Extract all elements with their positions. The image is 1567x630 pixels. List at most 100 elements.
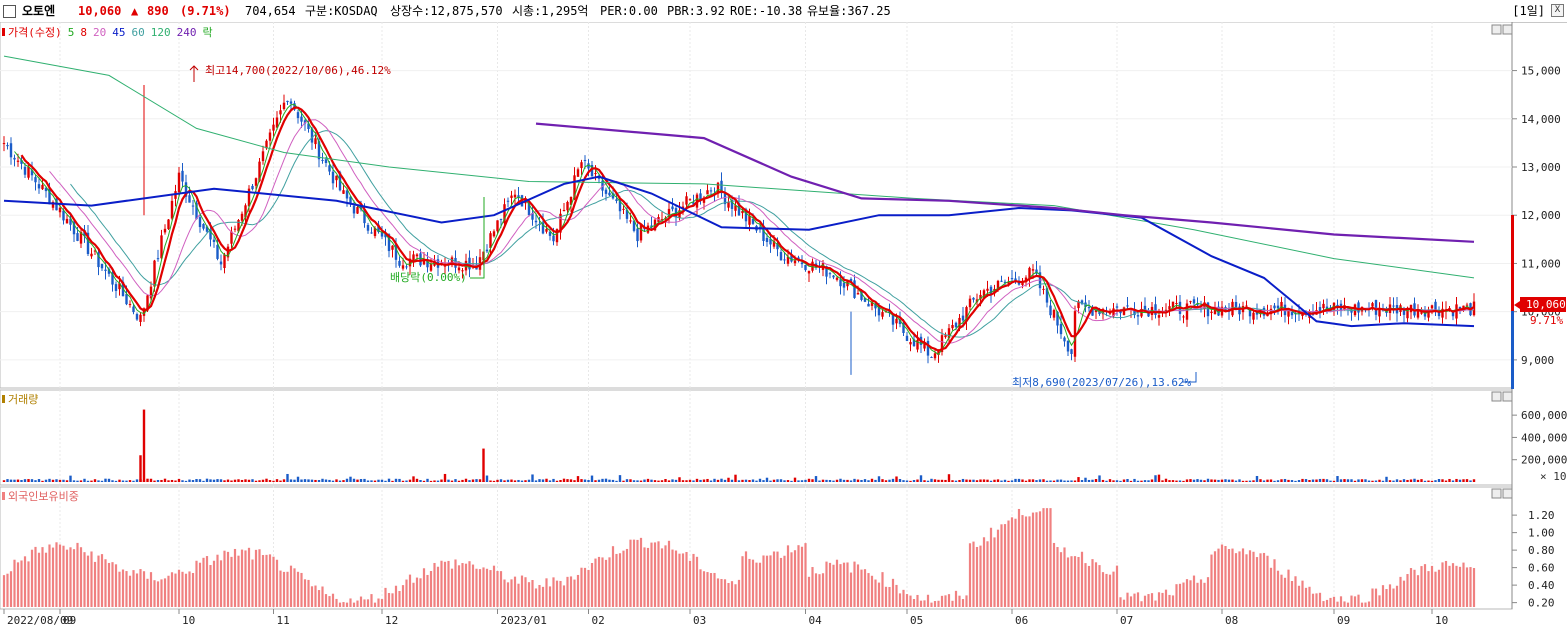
foreign-bar bbox=[258, 549, 261, 607]
foreign-bar bbox=[737, 579, 741, 607]
candle-body bbox=[1192, 299, 1196, 304]
period-selector[interactable]: [1일] bbox=[1512, 4, 1545, 18]
candle-body bbox=[874, 303, 877, 309]
volume-bar bbox=[100, 480, 104, 482]
stock-chart[interactable]: 가격(수정) 5 8 20 45 60 120 240 락 거래량 외국인보유비중 최고14,7… bbox=[0, 22, 1567, 630]
foreign-bar bbox=[202, 557, 205, 607]
foreign-bar bbox=[1413, 569, 1416, 607]
volume-bar bbox=[853, 478, 856, 482]
close-button[interactable]: X bbox=[1551, 4, 1564, 17]
volume-bar bbox=[503, 480, 506, 482]
volume-bar bbox=[1147, 480, 1150, 482]
candle-body bbox=[118, 283, 121, 290]
candle-body bbox=[531, 213, 534, 220]
foreign-bar bbox=[1196, 582, 1199, 607]
candle-body bbox=[1374, 300, 1378, 315]
volume-bar bbox=[608, 479, 611, 482]
volume-bar bbox=[961, 478, 965, 482]
candle-body bbox=[625, 209, 629, 219]
candle-body bbox=[923, 342, 926, 349]
volume-bar bbox=[797, 480, 800, 482]
volume-panel[interactable] bbox=[0, 389, 1513, 486]
roe-value: ROE:-10.38 bbox=[730, 4, 803, 18]
candle-body bbox=[709, 190, 713, 192]
foreign-bar bbox=[34, 546, 37, 607]
candle-body bbox=[293, 103, 296, 110]
foreign-bar bbox=[1136, 592, 1140, 607]
foreign-bar bbox=[793, 550, 797, 607]
foreign-bar bbox=[244, 550, 247, 607]
candle-body bbox=[951, 324, 954, 329]
candle-body bbox=[622, 208, 625, 210]
candle-body bbox=[587, 163, 590, 169]
volume-bar bbox=[828, 480, 832, 482]
candle-body bbox=[863, 297, 867, 302]
panel-buttons[interactable] bbox=[1491, 24, 1513, 499]
volume-bar bbox=[153, 480, 156, 482]
volume-bar bbox=[1255, 475, 1259, 482]
volume-bar bbox=[688, 479, 692, 482]
foreign-bar bbox=[160, 579, 163, 607]
foreign-bar bbox=[174, 573, 177, 607]
current-price-box bbox=[1520, 297, 1566, 312]
foreign-bar bbox=[1003, 524, 1007, 607]
foreign-bar bbox=[181, 571, 184, 607]
panel-maximize-button[interactable] bbox=[1502, 24, 1513, 35]
volume-label: 거래량 bbox=[8, 393, 38, 406]
foreign-minimize-button[interactable] bbox=[1491, 488, 1502, 499]
foreign-bar bbox=[797, 545, 800, 607]
foreign-bar bbox=[44, 552, 48, 607]
legend-item-8: 락 bbox=[202, 26, 212, 39]
candle-body bbox=[272, 124, 275, 131]
volume-minimize-button[interactable] bbox=[1491, 391, 1502, 402]
panel-minimize-button[interactable] bbox=[1491, 24, 1502, 35]
candle-body bbox=[1164, 309, 1168, 312]
foreign-bar bbox=[335, 598, 338, 607]
foreign-bar bbox=[902, 589, 905, 607]
foreign-bar bbox=[842, 562, 846, 607]
candle-body bbox=[342, 190, 345, 194]
select-checkbox[interactable] bbox=[3, 5, 16, 18]
candle-body bbox=[1472, 301, 1476, 316]
candle-body bbox=[881, 312, 884, 317]
candle-body bbox=[671, 206, 674, 210]
candle-body bbox=[265, 140, 268, 149]
candle-body bbox=[489, 233, 492, 248]
foreign-bar bbox=[338, 602, 342, 607]
candle-body bbox=[107, 269, 111, 274]
foreign-bar bbox=[604, 559, 608, 607]
foreign-bar bbox=[1336, 601, 1339, 607]
candle-body bbox=[965, 307, 968, 322]
volume-bar bbox=[769, 480, 772, 482]
candle-body bbox=[660, 219, 664, 221]
volume-maximize-button[interactable] bbox=[1502, 391, 1513, 402]
candle-body bbox=[359, 205, 363, 210]
price-panel[interactable] bbox=[0, 22, 1513, 389]
candle-body bbox=[387, 234, 391, 252]
foreign-maximize-button[interactable] bbox=[1502, 488, 1513, 499]
foreign-bar bbox=[1465, 567, 1469, 607]
candle-body bbox=[1185, 303, 1189, 320]
foreign-bar bbox=[569, 576, 573, 607]
volume-bar bbox=[856, 479, 860, 482]
foreign-bar bbox=[247, 547, 251, 607]
volume-bar bbox=[737, 480, 741, 482]
volume-bar bbox=[1077, 477, 1080, 482]
foreign-bar bbox=[800, 546, 804, 607]
candle-body bbox=[9, 143, 13, 158]
candle-body bbox=[321, 159, 324, 161]
volume-spike-bar bbox=[482, 448, 485, 482]
candle-body bbox=[1336, 304, 1339, 307]
volume-bar bbox=[170, 479, 174, 482]
foreign-bar bbox=[807, 576, 811, 607]
volume-bar bbox=[1455, 478, 1458, 482]
foreign-bar bbox=[1150, 593, 1154, 607]
foreign-bar bbox=[415, 577, 419, 607]
foreign-bar bbox=[1399, 576, 1402, 607]
foreign-bar bbox=[1052, 542, 1056, 607]
foreign-bar bbox=[499, 571, 503, 607]
volume-bar bbox=[1399, 480, 1402, 482]
legend-item-2: 8 bbox=[80, 26, 87, 39]
candle-body bbox=[216, 244, 219, 259]
month-gridlines bbox=[0, 22, 1512, 609]
